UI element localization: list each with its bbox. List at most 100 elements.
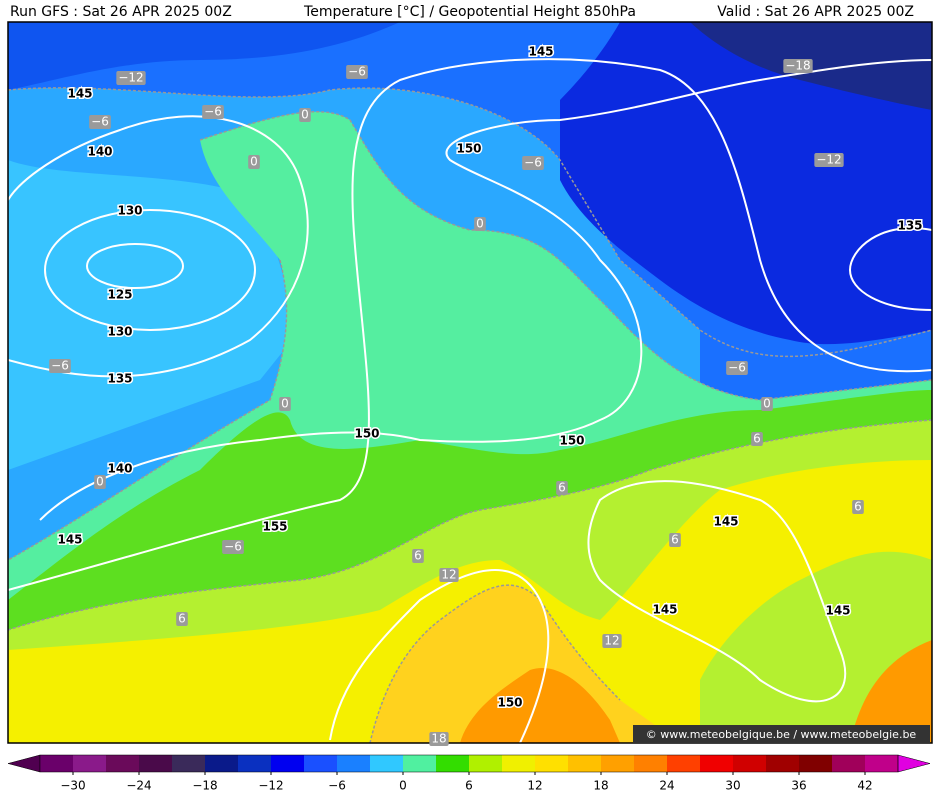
colorbar-band bbox=[667, 755, 700, 772]
height-label: 145 bbox=[652, 603, 677, 617]
temperature-label-box bbox=[202, 105, 224, 119]
valid-info: Valid : Sat 26 APR 2025 00Z bbox=[717, 4, 914, 20]
temperature-label-text: 6 bbox=[854, 500, 862, 514]
temperature-label-text: 6 bbox=[558, 481, 566, 495]
colorbar-band bbox=[139, 755, 172, 772]
temperature-label: −6 bbox=[726, 361, 748, 375]
colorbar-band bbox=[337, 755, 370, 772]
temperature-label: 6 bbox=[852, 500, 864, 514]
temperature-label: −6 bbox=[202, 105, 224, 119]
height-label: 130 bbox=[117, 204, 142, 218]
isotherm bbox=[8, 87, 932, 358]
temperature-label-text: −6 bbox=[204, 105, 222, 119]
height-label: 135 bbox=[107, 372, 132, 386]
colorbar-tick-label: 18 bbox=[593, 779, 608, 793]
colorbar-band bbox=[436, 755, 469, 772]
colorbar-band bbox=[568, 755, 601, 772]
map-frame bbox=[7, 21, 933, 744]
temperature-label: 0 bbox=[474, 217, 486, 231]
temperature-label: −6 bbox=[522, 156, 544, 170]
temperature-label-box bbox=[176, 612, 188, 626]
temperature-label-text: −6 bbox=[348, 65, 366, 79]
temperature-label-text: −18 bbox=[785, 59, 810, 73]
height-label: 150 bbox=[559, 434, 584, 448]
temperature-label-box bbox=[89, 115, 111, 129]
temperature-label-text: −12 bbox=[118, 71, 143, 85]
temperature-label-text: −12 bbox=[816, 153, 841, 167]
map-area bbox=[8, 22, 932, 743]
colorbar-band bbox=[733, 755, 766, 772]
temperature-label-box bbox=[94, 475, 106, 489]
isotherm bbox=[369, 584, 621, 743]
temperature-label-box bbox=[116, 71, 146, 85]
colorbar-tick-label: 30 bbox=[725, 779, 740, 793]
colorbar-band bbox=[865, 755, 898, 772]
temperature-label-text: −6 bbox=[91, 115, 109, 129]
height-label: 150 bbox=[456, 142, 481, 156]
temperature-label-text: 0 bbox=[250, 155, 258, 169]
isotherm bbox=[199, 110, 932, 401]
colorbar-tick-label: −12 bbox=[258, 779, 283, 793]
temperature-label: −6 bbox=[49, 359, 71, 373]
temperature-label-text: 0 bbox=[96, 475, 104, 489]
colorbar-under bbox=[7, 754, 41, 773]
height-label: 135 bbox=[897, 219, 922, 233]
height-contour bbox=[8, 115, 309, 378]
temperature-label-box bbox=[602, 634, 622, 648]
temperature-label: −6 bbox=[346, 65, 368, 79]
colorbar-band bbox=[73, 755, 106, 772]
temperature-label-box bbox=[412, 549, 424, 563]
colorbar-tick-label: 6 bbox=[465, 779, 473, 793]
temperature-label: −6 bbox=[222, 540, 244, 554]
temperature-label: 0 bbox=[248, 155, 260, 169]
colorbar-tick-label: −6 bbox=[328, 779, 346, 793]
colorbar-band bbox=[634, 755, 667, 772]
temperature-label-text: 0 bbox=[763, 397, 771, 411]
map-title: Temperature [°C] / Geopotential Height 8… bbox=[303, 4, 636, 20]
height-contour bbox=[39, 59, 932, 521]
temperature-label: −18 bbox=[783, 59, 813, 73]
colorbar-tick-label: 0 bbox=[399, 779, 407, 793]
temperature-label-text: −6 bbox=[51, 359, 69, 373]
temperature-label: 12 bbox=[439, 568, 459, 582]
colorbar-tick-label: −30 bbox=[60, 779, 85, 793]
run-info: Run GFS : Sat 26 APR 2025 00Z bbox=[10, 4, 232, 20]
colorbar-tick-label: 12 bbox=[527, 779, 542, 793]
height-label: 150 bbox=[354, 427, 379, 441]
field-gold bbox=[370, 585, 680, 743]
temperature-label-box bbox=[814, 153, 844, 167]
height-label: 140 bbox=[107, 462, 132, 476]
height-label: 145 bbox=[825, 604, 850, 618]
temperature-label-text: 0 bbox=[301, 108, 309, 122]
temperature-label-box bbox=[556, 481, 568, 495]
colorbar-band bbox=[766, 755, 799, 772]
temperature-label: 6 bbox=[669, 533, 681, 547]
colorbar-band bbox=[238, 755, 271, 772]
colorbar-tick-label: −24 bbox=[126, 779, 151, 793]
temperature-label-box bbox=[222, 540, 244, 554]
height-label: 155 bbox=[262, 520, 287, 534]
colorbar-tick-label: 42 bbox=[857, 779, 872, 793]
temperature-label-box bbox=[726, 361, 748, 375]
temperature-label: 0 bbox=[299, 108, 311, 122]
colorbar-band bbox=[832, 755, 865, 772]
temperature-label-box bbox=[522, 156, 544, 170]
height-contour bbox=[587, 480, 847, 703]
temperature-label-box bbox=[49, 359, 71, 373]
colorbar-tick-label: 24 bbox=[659, 779, 674, 793]
watermark: © www.meteobelgique.be / www.meteobelgie… bbox=[646, 728, 917, 741]
temperature-label: 0 bbox=[94, 475, 106, 489]
colorbar-band bbox=[271, 755, 304, 772]
height-label: 145 bbox=[528, 45, 553, 59]
temperature-label-text: −6 bbox=[524, 156, 542, 170]
temperature-label-text: 6 bbox=[178, 612, 186, 626]
field-light-blue bbox=[8, 160, 300, 470]
isotherm bbox=[8, 419, 932, 631]
temperature-label: 0 bbox=[279, 397, 291, 411]
height-contour bbox=[44, 209, 256, 331]
temperature-label: −12 bbox=[116, 71, 146, 85]
height-contour bbox=[329, 569, 550, 743]
colorbar-over bbox=[897, 754, 931, 773]
temperature-label-text: 0 bbox=[281, 397, 289, 411]
